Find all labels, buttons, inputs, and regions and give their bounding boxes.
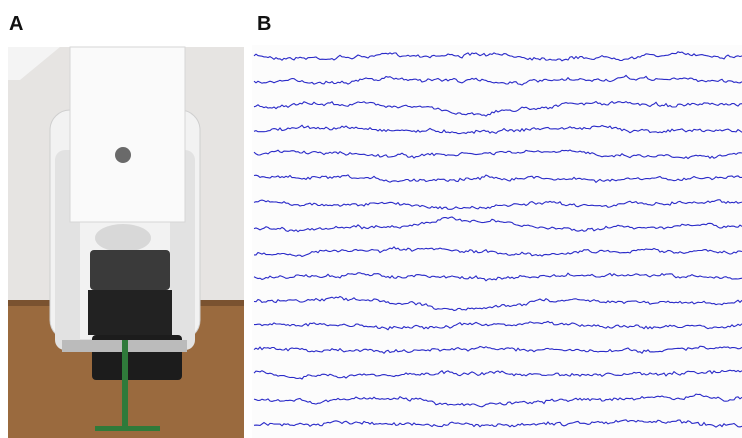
trace xyxy=(253,216,742,233)
trace xyxy=(253,174,742,184)
device-sensor xyxy=(115,147,131,163)
trace xyxy=(253,369,742,380)
trace xyxy=(253,272,742,282)
trace xyxy=(253,74,742,86)
trace xyxy=(253,100,742,117)
trace xyxy=(253,393,742,408)
trace xyxy=(253,419,742,428)
stand xyxy=(122,340,128,430)
stand-base xyxy=(95,426,160,431)
device-panel xyxy=(69,46,186,223)
trace xyxy=(253,149,742,160)
panel-label: A xyxy=(9,13,23,35)
chair-seat xyxy=(88,290,172,335)
trace xyxy=(253,124,742,135)
traces xyxy=(253,51,742,428)
panel-label: B xyxy=(257,13,271,35)
ceiling xyxy=(8,47,60,80)
head-rest xyxy=(95,224,151,252)
trace xyxy=(253,295,742,312)
trace-panel xyxy=(252,45,742,438)
trace xyxy=(253,199,742,210)
trace xyxy=(253,345,742,355)
photo xyxy=(8,46,244,438)
trace xyxy=(254,320,742,331)
trace xyxy=(253,51,742,62)
trace xyxy=(254,246,742,258)
chair-back xyxy=(90,250,170,290)
